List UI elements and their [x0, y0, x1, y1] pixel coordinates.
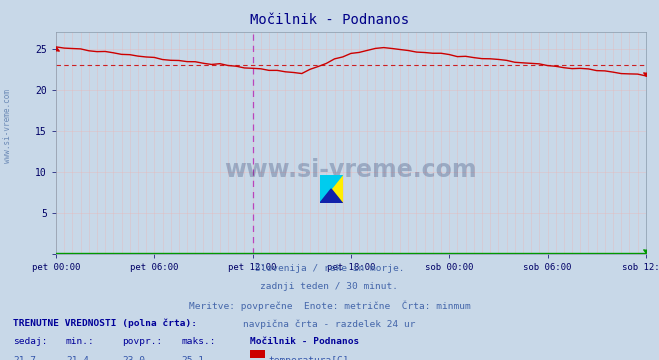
Text: Močilnik - Podnanos: Močilnik - Podnanos [250, 337, 360, 346]
Text: www.si-vreme.com: www.si-vreme.com [3, 89, 13, 163]
Text: 23,0: 23,0 [122, 356, 145, 360]
Polygon shape [320, 189, 343, 203]
Text: min.:: min.: [66, 337, 95, 346]
Text: 21,4: 21,4 [66, 356, 89, 360]
Polygon shape [320, 175, 331, 203]
Text: 21,7: 21,7 [13, 356, 36, 360]
Text: zadnji teden / 30 minut.: zadnji teden / 30 minut. [260, 282, 399, 291]
Text: Močilnik - Podnanos: Močilnik - Podnanos [250, 13, 409, 27]
Text: sedaj:: sedaj: [13, 337, 47, 346]
Text: www.si-vreme.com: www.si-vreme.com [225, 158, 477, 182]
Text: temperatura[C]: temperatura[C] [268, 356, 349, 360]
Text: Meritve: povprečne  Enote: metrične  Črta: minmum: Meritve: povprečne Enote: metrične Črta:… [188, 301, 471, 311]
Text: Slovenija / reke in morje.: Slovenija / reke in morje. [255, 264, 404, 273]
Text: TRENUTNE VREDNOSTI (polna črta):: TRENUTNE VREDNOSTI (polna črta): [13, 319, 197, 328]
Text: maks.:: maks.: [181, 337, 215, 346]
Polygon shape [320, 175, 343, 189]
Text: povpr.:: povpr.: [122, 337, 162, 346]
Text: navpična črta - razdelek 24 ur: navpična črta - razdelek 24 ur [243, 320, 416, 329]
Text: 25,1: 25,1 [181, 356, 204, 360]
